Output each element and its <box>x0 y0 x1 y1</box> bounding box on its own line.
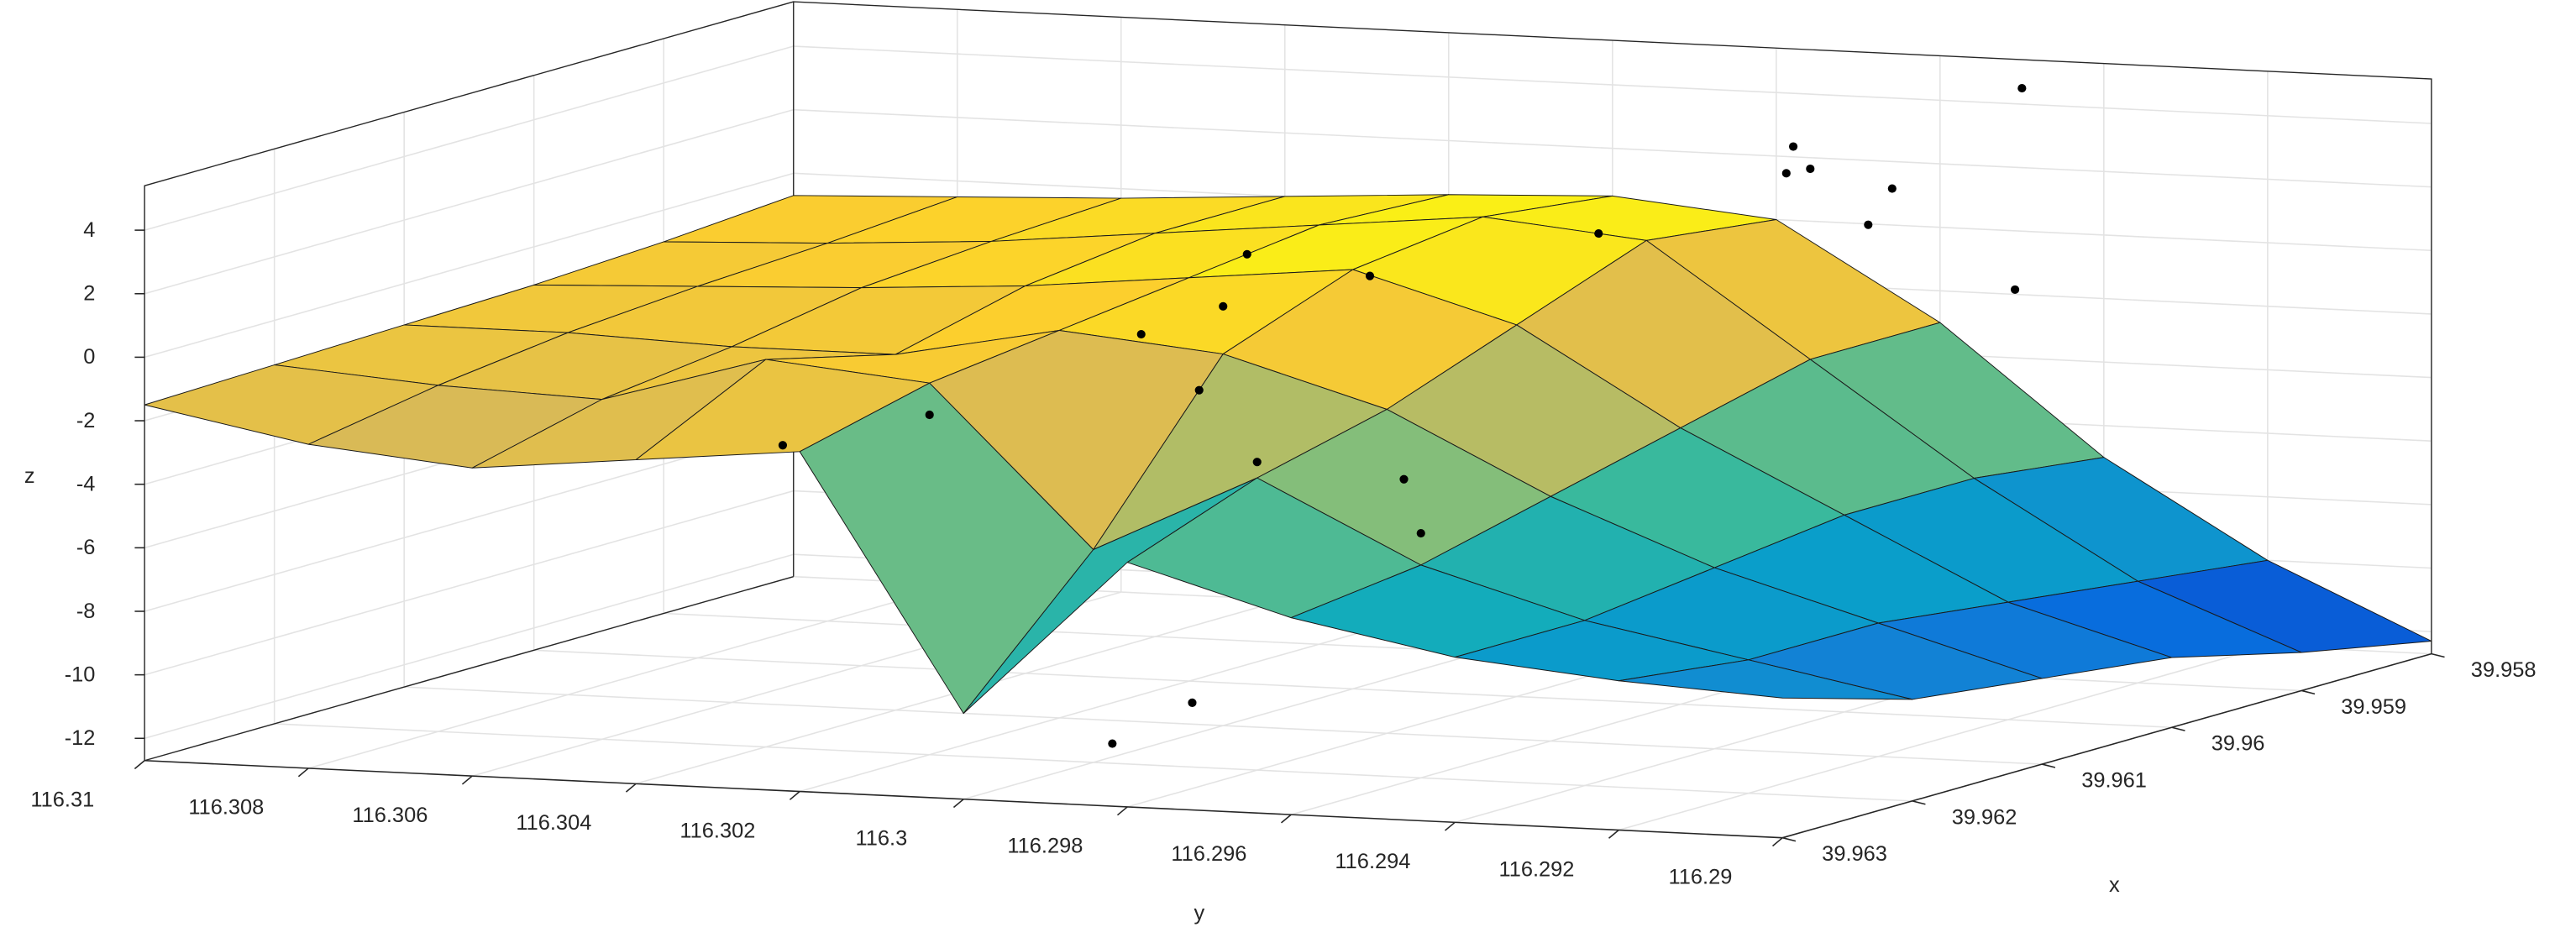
y-tick-label: 116.302 <box>679 819 755 842</box>
y-tick-label: 116.3 <box>856 826 908 850</box>
grid-line <box>144 45 794 231</box>
y-tick <box>789 790 800 800</box>
grid-line <box>144 427 794 612</box>
y-tick-label: 116.294 <box>1335 850 1410 873</box>
z-tick-label: -12 <box>65 726 96 750</box>
grid-line <box>144 553 794 740</box>
x-tick <box>1912 800 1926 805</box>
left-wall-outline <box>144 1 794 761</box>
scatter-point <box>2017 83 2027 93</box>
z-tick-label: 0 <box>83 345 95 369</box>
scatter-point <box>1416 528 1425 538</box>
scatter-point <box>1108 739 1117 748</box>
grid-line <box>144 108 794 295</box>
x-tick-label: 39.963 <box>1822 842 1887 866</box>
z-tick-label: -2 <box>76 409 96 432</box>
y-axis-label: y <box>1194 901 1205 925</box>
y-tick-label: 116.296 <box>1171 842 1246 866</box>
y-tick <box>461 775 473 785</box>
floor-outline <box>144 576 794 762</box>
y-tick-label: 116.29 <box>1669 865 1733 888</box>
grid-line <box>404 686 2043 765</box>
scatter-point <box>2010 285 2020 294</box>
x-tick <box>2042 763 2056 768</box>
scatter-point <box>1788 142 1798 151</box>
scatter-point <box>1806 164 1815 174</box>
y-tick <box>1772 837 1783 847</box>
z-tick-label: -10 <box>65 663 96 686</box>
scatter-point <box>1194 385 1204 395</box>
y-tick-label: 116.306 <box>352 804 428 827</box>
scatter-point <box>1864 220 1873 229</box>
scatter-point <box>1887 184 1897 193</box>
y-tick <box>1280 814 1292 824</box>
x-tick-label: 39.96 <box>2211 732 2265 756</box>
x-tick <box>2301 689 2316 695</box>
y-tick <box>134 760 145 770</box>
grid-line <box>1619 645 2269 831</box>
y-tick-label: 116.298 <box>1007 835 1083 858</box>
x-axis-line <box>1782 652 2432 839</box>
grid-line <box>274 723 1912 802</box>
y-tick-label: 116.304 <box>516 811 591 835</box>
grid-line <box>307 584 957 769</box>
z-tick-label: 4 <box>83 218 95 242</box>
scatter-point <box>1365 271 1375 280</box>
grid-line <box>144 172 794 359</box>
x-tick-label: 39.961 <box>2081 768 2147 792</box>
x-tick-label: 39.958 <box>2471 658 2537 682</box>
y-tick <box>297 767 309 778</box>
scatter-point <box>1781 169 1791 178</box>
z-axis-label: z <box>24 464 35 488</box>
z-tick-label: -4 <box>76 473 96 496</box>
x-tick <box>2431 652 2445 658</box>
y-tick <box>1444 821 1456 831</box>
y-tick <box>1116 806 1128 816</box>
scatter-point <box>1252 458 1262 467</box>
scatter-point <box>1136 329 1146 339</box>
scatter-point <box>1242 249 1251 259</box>
grid-line <box>533 649 2172 729</box>
z-tick-label: 2 <box>83 282 95 306</box>
y-tick <box>625 783 637 793</box>
z-tick-label: -6 <box>76 536 96 559</box>
x-tick <box>2171 726 2185 731</box>
y-tick-label: 116.31 <box>30 788 94 812</box>
x-tick <box>1782 836 1797 842</box>
scatter-point <box>1399 474 1409 484</box>
surface-face <box>1618 659 1913 700</box>
y-tick <box>952 799 964 809</box>
grid-line <box>144 490 794 676</box>
x-tick-label: 39.959 <box>2341 695 2406 719</box>
y-tick <box>1608 829 1619 839</box>
y-tick-label: 116.308 <box>188 796 264 820</box>
scatter-point <box>925 410 934 420</box>
scatter-point <box>1188 698 1197 707</box>
x-axis-label: x <box>2109 873 2120 897</box>
grid-line <box>799 606 1450 793</box>
x-tick-label: 39.962 <box>1952 805 2017 829</box>
scatter-point <box>1594 228 1603 238</box>
z-tick-label: -8 <box>76 600 96 623</box>
y-tick-label: 116.292 <box>1498 857 1574 881</box>
scatter-point <box>778 441 788 450</box>
scatter-point <box>1219 301 1228 311</box>
